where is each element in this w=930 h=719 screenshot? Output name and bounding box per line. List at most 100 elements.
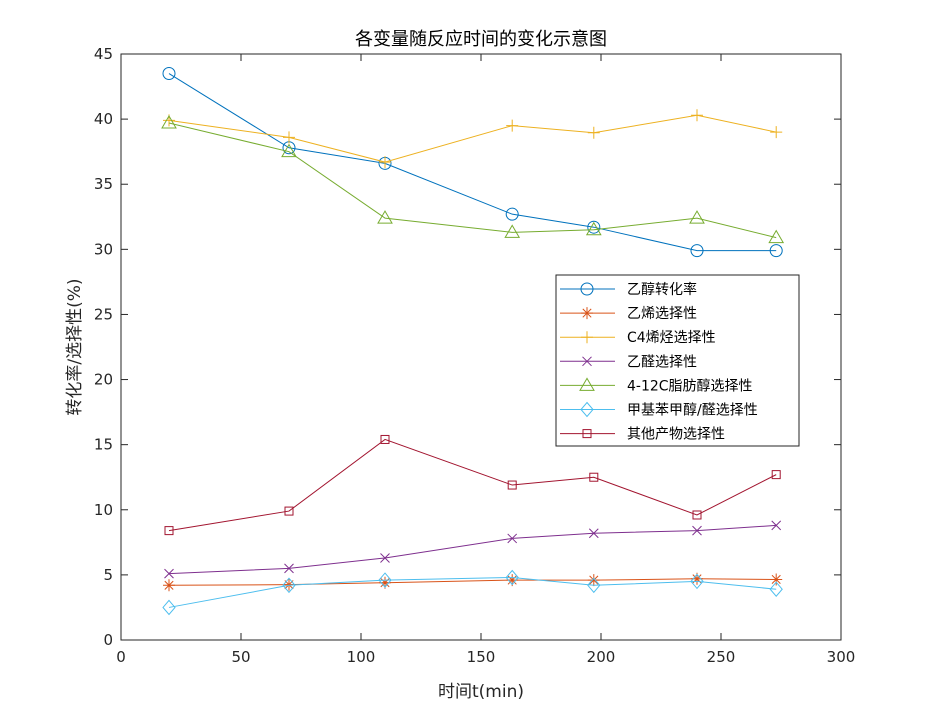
data-point: [282, 577, 296, 594]
x-axis: 0 50 100 150 200 250 300: [116, 54, 855, 666]
data-point: [377, 210, 393, 224]
x-tick-label: 0: [116, 648, 126, 666]
data-point: [587, 126, 600, 139]
legend-item: 其他产物选择性: [560, 427, 725, 443]
series-4: [164, 520, 782, 579]
y-tick-label: 0: [103, 631, 113, 649]
x-tick-label: 50: [231, 648, 250, 666]
y-tick-label: 15: [94, 436, 113, 454]
legend-label: 乙烯选择性: [627, 306, 697, 322]
data-point: [689, 210, 705, 224]
legend-label: 乙醇转化率: [627, 281, 697, 298]
x-tick-label: 250: [707, 648, 736, 666]
legend-swatch-marker: [582, 429, 592, 439]
series-3: [163, 109, 783, 169]
data-point: [587, 220, 601, 234]
legend-label: 4-12C脂肪醇选择性: [627, 377, 753, 394]
legend-swatch-marker: [580, 282, 594, 296]
data-point: [164, 568, 174, 579]
data-point: [771, 520, 782, 531]
data-point: [380, 553, 390, 563]
data-point: [691, 109, 703, 122]
series-2: [163, 572, 783, 592]
y-tick-label: 45: [94, 45, 113, 63]
legend-swatch-marker: [579, 377, 595, 391]
data-point: [769, 581, 783, 597]
data-point: [769, 244, 783, 258]
series-line: [168, 576, 777, 608]
data-point: [283, 578, 295, 591]
legend-item: 4-12C脂肪醇选择性: [560, 377, 753, 394]
data-point: [691, 572, 703, 585]
data-point: [770, 573, 783, 586]
data-point: [770, 126, 783, 139]
y-axis-label: 转化率/选择性(%): [65, 278, 85, 415]
data-point: [162, 67, 176, 81]
data-point: [690, 573, 704, 590]
legend-item: 乙醇转化率: [560, 281, 697, 298]
y-tick-label: 35: [94, 175, 113, 193]
data-point: [380, 434, 390, 444]
data-point: [587, 577, 601, 594]
data-point: [284, 506, 294, 516]
data-point: [768, 229, 785, 244]
y-tick-label: 20: [94, 371, 113, 389]
y-tick-label: 25: [94, 305, 113, 323]
data-point: [162, 599, 176, 616]
x-tick-label: 300: [827, 648, 856, 666]
series-5: [161, 115, 785, 244]
y-axis: 0 5 10 15 20 25 30 35 40 45: [94, 45, 841, 649]
legend-item: 乙烯选择性: [560, 306, 697, 322]
series-layer: [161, 67, 785, 616]
data-point: [161, 115, 177, 129]
legend-label: 乙醛选择性: [627, 354, 697, 370]
legend-item: 甲基苯甲醇/醛选择性: [560, 402, 758, 419]
chart-title: 各变量随反应时间的变化示意图: [355, 29, 607, 50]
data-point: [692, 510, 702, 520]
data-point: [507, 533, 518, 544]
legend-swatch-marker: [581, 331, 593, 344]
legend-label: C4烯烃选择性: [627, 330, 716, 346]
data-point: [771, 470, 781, 480]
series-7: [164, 434, 781, 536]
data-point: [507, 480, 517, 490]
data-point: [505, 207, 519, 221]
data-point: [164, 526, 174, 536]
x-tick-label: 150: [467, 648, 496, 666]
data-point: [589, 472, 599, 482]
legend-label: 甲基苯甲醇/醛选择性: [627, 402, 758, 419]
data-point: [588, 528, 599, 539]
data-point: [379, 576, 391, 589]
legend-swatch-marker: [580, 401, 594, 418]
legend-item: 乙醛选择性: [560, 354, 697, 370]
legend-box: [555, 274, 800, 447]
data-point: [504, 224, 521, 238]
x-axis-label: 时间t(min): [438, 682, 524, 702]
legend-item: C4烯烃选择性: [560, 330, 716, 346]
data-point: [379, 156, 391, 169]
series-line: [168, 73, 777, 252]
data-point: [692, 525, 702, 536]
y-tick-label: 10: [94, 501, 113, 519]
legend-label: 其他产物选择性: [627, 427, 725, 443]
x-tick-label: 100: [347, 648, 376, 666]
y-tick-label: 30: [94, 240, 113, 258]
y-tick-label: 5: [103, 566, 113, 584]
series-line: [168, 438, 777, 532]
data-point: [690, 244, 704, 258]
series-6: [162, 569, 783, 616]
series-line: [168, 122, 777, 239]
legend-swatch-marker: [582, 356, 592, 367]
data-point: [587, 574, 600, 587]
data-point: [163, 579, 175, 592]
data-point: [284, 563, 294, 574]
data-point: [585, 221, 602, 236]
data-point: [506, 119, 519, 132]
data-point: [283, 131, 295, 144]
legend-swatch-marker: [581, 307, 593, 320]
x-tick-label: 200: [587, 648, 616, 666]
y-tick-label: 40: [94, 110, 113, 128]
data-point: [281, 143, 297, 158]
data-point: [506, 574, 519, 587]
